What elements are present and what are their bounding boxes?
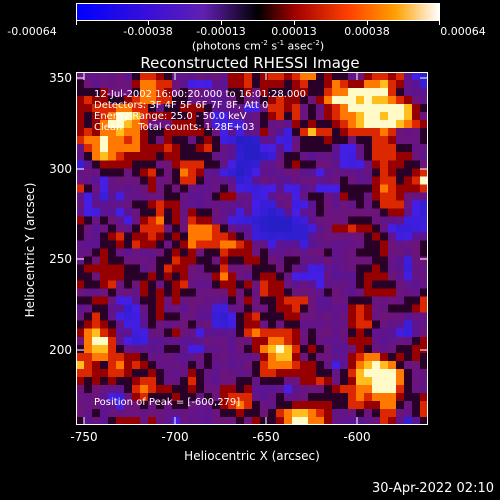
colorbar-tick: [76, 21, 77, 25]
annotation-time: 12-Jul-2002 16:00:20.000 to 16:01:28.000: [94, 89, 306, 100]
colorbar-tick-label: 0.00038: [344, 25, 390, 38]
colorbar-tick: [148, 21, 149, 25]
colorbar-tick-label: -0.00038: [123, 25, 173, 38]
annotation-counts: Clean Total counts: 1.28E+03: [94, 122, 255, 133]
colorbar-tick-label: 0.00064: [440, 25, 486, 38]
footer-date: 30-Apr-2022 02:10: [372, 481, 494, 496]
x-tick-label: -650: [252, 430, 280, 444]
colorbar-tick-label: 0.00013: [271, 25, 317, 38]
y-tick-label: 350: [49, 71, 72, 85]
colorbar-tick-label: -0.00013: [196, 25, 246, 38]
colorbar: [76, 3, 440, 21]
x-tick-label: -600: [343, 430, 371, 444]
colorbar-tick: [294, 21, 295, 25]
x-tick-label: -750: [70, 430, 98, 444]
colorbar-units: (photons cm-2 s-1 asec-2): [191, 39, 325, 53]
colorbar-tick: [221, 21, 222, 25]
plot-title: Reconstructed RHESSI Image: [140, 54, 360, 72]
annotation-energy: Energy Range: 25.0 - 50.0 keV: [94, 111, 247, 122]
annotation-peak: Position of Peak = [-600,279]: [94, 397, 241, 408]
y-axis-label: Heliocentric Y (arcsec): [23, 182, 37, 318]
y-tick-label: 300: [49, 162, 72, 176]
y-tick-label: 200: [49, 343, 72, 357]
x-axis-label: Heliocentric X (arcsec): [184, 449, 320, 463]
plot-frame: [76, 72, 428, 425]
rhessi-image: [76, 72, 428, 425]
colorbar-tick: [439, 21, 440, 25]
annotation-detectors: Detectors: 3F 4F 5F 6F 7F 8F, Att 0: [94, 100, 269, 111]
x-tick-label: -700: [161, 430, 189, 444]
colorbar-tick-label: -0.00064: [7, 25, 57, 38]
colorbar-tick: [367, 21, 368, 25]
y-tick-label: 250: [49, 252, 72, 266]
